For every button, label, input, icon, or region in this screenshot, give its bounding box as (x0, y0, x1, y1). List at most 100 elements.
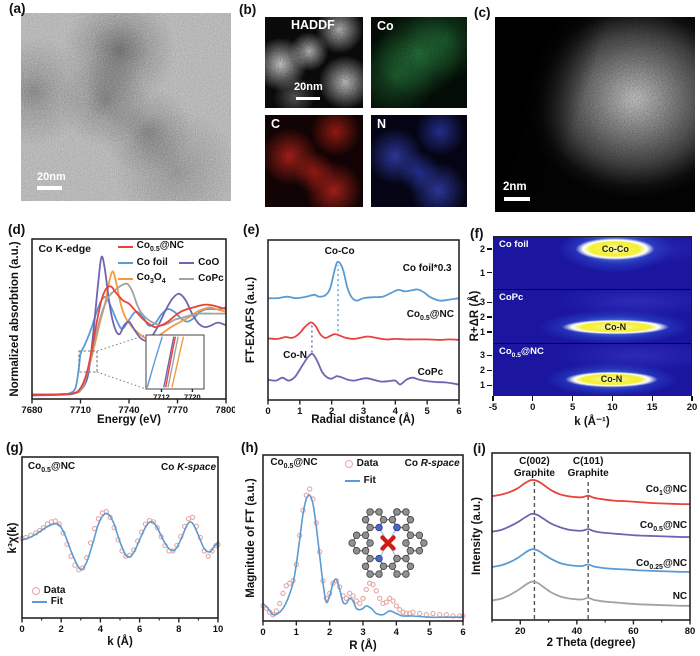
x-tick-label: 10 (607, 402, 618, 413)
xanes-plot: 7680 7710 7740 7770 7800 7712 7720 (21, 238, 235, 416)
y-tick (487, 248, 492, 250)
c-atom (348, 539, 356, 547)
svg-text:80: 80 (685, 626, 696, 637)
c-atom (388, 515, 397, 524)
annotation: NC (672, 590, 688, 602)
panel-h-label: (h) (241, 440, 259, 455)
svg-text:7720: 7720 (184, 393, 201, 402)
n-atom (393, 523, 401, 532)
k-space-fit-plot: 0 2 4 6 8 10 (19, 456, 223, 635)
annotation: Co0.5@NC (117, 241, 184, 253)
svg-text:7740: 7740 (118, 405, 139, 416)
panel-b-label: (b) (239, 2, 257, 17)
svg-text:8: 8 (176, 624, 181, 635)
y-axis-label: Normalized absorbtion (a.u.) (9, 241, 21, 397)
c-atom (388, 562, 397, 571)
heatmap-area (494, 344, 691, 396)
svg-text:4: 4 (98, 624, 104, 635)
panel-f-label: (f) (470, 226, 484, 241)
panel-d: 7680 7710 7740 7770 7800 7712 7720 (d) Energy … (0, 218, 235, 428)
data-marker-icon (31, 587, 40, 596)
svg-text:40: 40 (572, 626, 583, 637)
c-atom (379, 562, 388, 571)
c-atom (352, 531, 361, 539)
c-atom (361, 547, 370, 555)
panel-c-label: (c) (474, 5, 491, 20)
r-space-fit-plot: 0 1 2 3 4 5 6 (260, 454, 466, 638)
heatmap-area (494, 290, 691, 343)
x-tick (532, 396, 534, 401)
annotation: CoPc (179, 274, 224, 284)
annotation: Fit (31, 597, 63, 607)
c-atom (366, 508, 374, 516)
line-swatch-icon (117, 246, 133, 249)
c-atom (361, 515, 370, 524)
n-atom (375, 554, 383, 563)
y-axis-label: k³χ(k) (7, 522, 19, 554)
co-eds-map: Co (371, 17, 467, 108)
svg-text:20: 20 (515, 626, 526, 637)
n-atom (375, 523, 383, 532)
c-atom (406, 562, 415, 571)
noise-overlay (495, 17, 695, 212)
c-atom (415, 547, 424, 555)
annotation: CoPc (417, 367, 444, 379)
y-tick-label: 2 (479, 243, 485, 254)
heatmap-sample-label: Co0.5@NC (499, 345, 544, 359)
svg-text:7680: 7680 (21, 405, 42, 416)
svg-text:3: 3 (360, 627, 365, 638)
y-tick (487, 331, 492, 333)
heatmap-peak-ellipse (556, 318, 675, 336)
heatmap-sample-label: Co foil (499, 239, 529, 250)
c-map-label: C (271, 117, 281, 131)
y-tick-label: 1 (479, 267, 485, 278)
panel-a: (a) 20nm (0, 0, 233, 218)
scale-bar (504, 197, 530, 201)
c-atom (406, 531, 415, 539)
panel-d-label: (d) (8, 222, 26, 237)
noise-overlay (265, 17, 363, 108)
annotation: Co0.5@NC (270, 456, 318, 470)
x-tick (691, 396, 693, 401)
y-tick (487, 384, 492, 387)
svg-text:4: 4 (393, 406, 399, 417)
c-atom (402, 570, 410, 578)
annotation: Co3O4 (117, 273, 166, 285)
panel-b: (b) HADDF 20nm Co C N (233, 0, 473, 218)
svg-text:6: 6 (460, 627, 465, 638)
c-atom (406, 515, 415, 524)
annotation: Co R-space (404, 457, 460, 469)
x-axis-label: Energy (eV) (97, 414, 161, 426)
noise-overlay (265, 115, 363, 207)
c-atom (366, 570, 374, 578)
svg-text:7800: 7800 (215, 405, 235, 416)
wavelet-panel: CoPc Co-N 1 2 3 (480, 290, 691, 344)
heatmap-peak-label: Co-Co (601, 243, 629, 254)
scale-bar-label: 2nm (503, 181, 527, 193)
svg-text:5: 5 (427, 627, 433, 638)
panel-i-label: (i) (473, 441, 486, 456)
line-swatch-icon (117, 278, 133, 281)
annotation: Co-Co (324, 246, 355, 258)
c-atom (402, 554, 410, 563)
x-tick (571, 396, 574, 401)
svg-text:7770: 7770 (167, 405, 188, 416)
panel-f: (f) Co foil Co-Co 1 2 CoPc Co-N 1 2 3 Co0.5@NC Co-… (469, 218, 700, 428)
x-tick-label: 5 (569, 402, 576, 413)
scale-bar-label: 20nm (37, 171, 66, 183)
svg-text:1: 1 (294, 627, 300, 638)
noise-overlay (371, 17, 467, 108)
c-atom (366, 539, 374, 547)
line-swatch-icon (179, 262, 195, 265)
scale-bar (296, 97, 320, 100)
svg-text:7710: 7710 (70, 405, 91, 416)
x-axis-label: 2 Theta (degree) (546, 637, 636, 649)
annotation: Co1@NC (645, 484, 688, 498)
annotation: Co0.5@NC (406, 309, 454, 323)
svg-text:7712: 7712 (153, 393, 170, 402)
y-tick-label: 3 (479, 350, 485, 361)
y-tick (487, 316, 492, 318)
panel-e-label: (e) (243, 222, 260, 237)
annotation: Co0.5@NC (639, 519, 688, 533)
x-tick (651, 396, 653, 401)
